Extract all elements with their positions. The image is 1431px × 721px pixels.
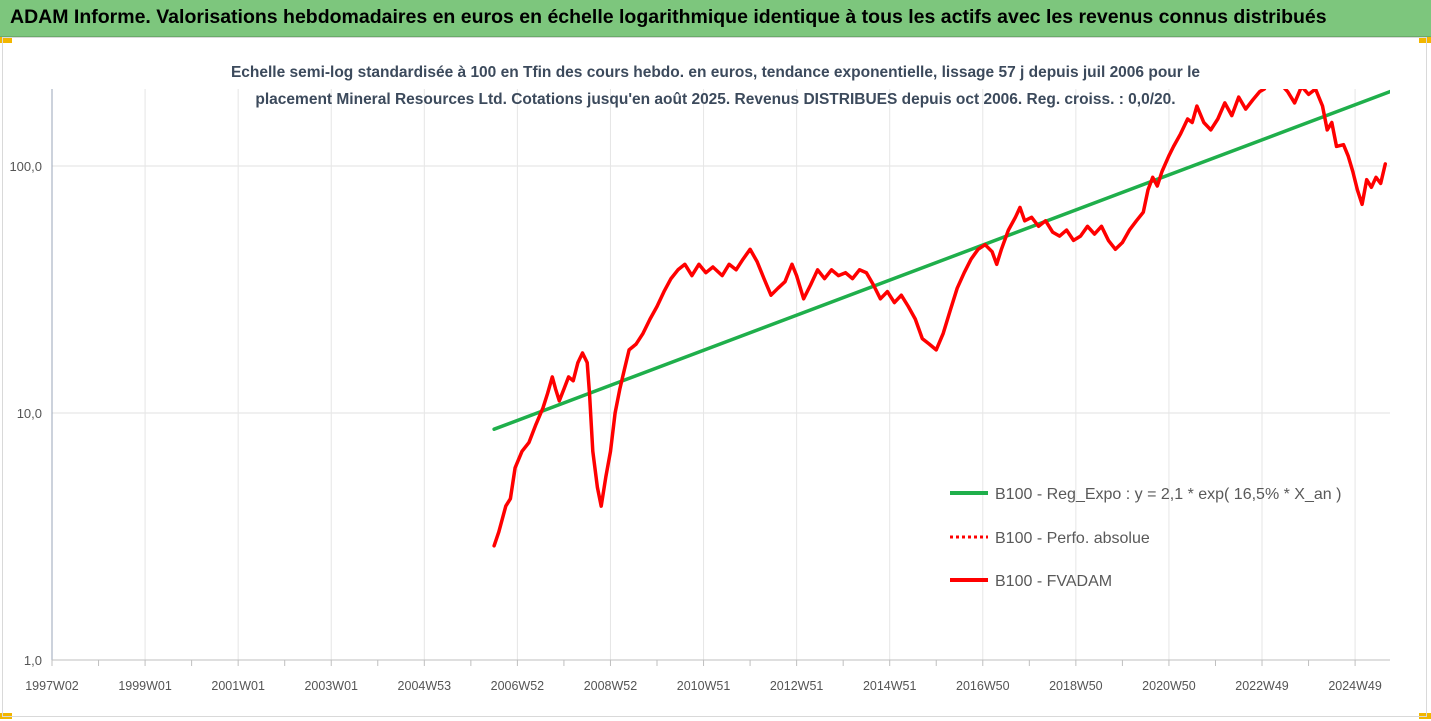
x-tick-label: 2010W51	[677, 679, 731, 693]
legend-label: B100 - Reg_Expo : y = 2,1 * exp( 16,5% *…	[995, 486, 1341, 503]
series-line-2	[492, 89, 1388, 548]
x-tick-label: 2018W50	[1049, 679, 1103, 693]
x-tick-label: 2008W52	[584, 679, 638, 693]
x-tick-label: 2006W52	[491, 679, 545, 693]
chart-subtitle-line-1: Echelle semi-log standardisée à 100 en T…	[230, 64, 1201, 81]
chart-subtitle-line-2: placement Mineral Resources Ltd. Cotatio…	[255, 91, 1176, 108]
corner-marker	[1419, 37, 1431, 43]
line-chart: 1,0 10,0 100,0 1997W02 1999W01 2001W01 2003W01…	[9, 89, 1390, 693]
x-tick-label: 2003W01	[304, 679, 358, 693]
x-tick-label: 2020W50	[1142, 679, 1196, 693]
legend-label: B100 - FVADAM	[995, 573, 1112, 590]
x-tick-label: 2012W51	[770, 679, 824, 693]
x-tick-label: 2004W53	[398, 679, 452, 693]
x-tick-label: 2001W01	[211, 679, 265, 693]
y-tick-label: 100,0	[9, 159, 42, 174]
legend-label: B100 - Perfo. absolue	[995, 530, 1150, 547]
y-tick-label: 1,0	[24, 653, 42, 668]
x-tick-label: 1997W02	[25, 679, 79, 693]
series-line-0	[492, 89, 1390, 431]
x-tick-label: 2022W49	[1235, 679, 1289, 693]
report-header-bar: ADAM Informe. Valorisations hebdomadaire…	[0, 0, 1431, 37]
report-title: ADAM Informe. Valorisations hebdomadaire…	[10, 6, 1327, 28]
y-tick-label: 10,0	[17, 406, 42, 421]
x-tick-label: 2014W51	[863, 679, 917, 693]
x-tick-label: 1999W01	[118, 679, 172, 693]
corner-marker	[0, 37, 12, 43]
x-tick-label: 2016W50	[956, 679, 1010, 693]
x-tick-label: 2024W49	[1328, 679, 1382, 693]
